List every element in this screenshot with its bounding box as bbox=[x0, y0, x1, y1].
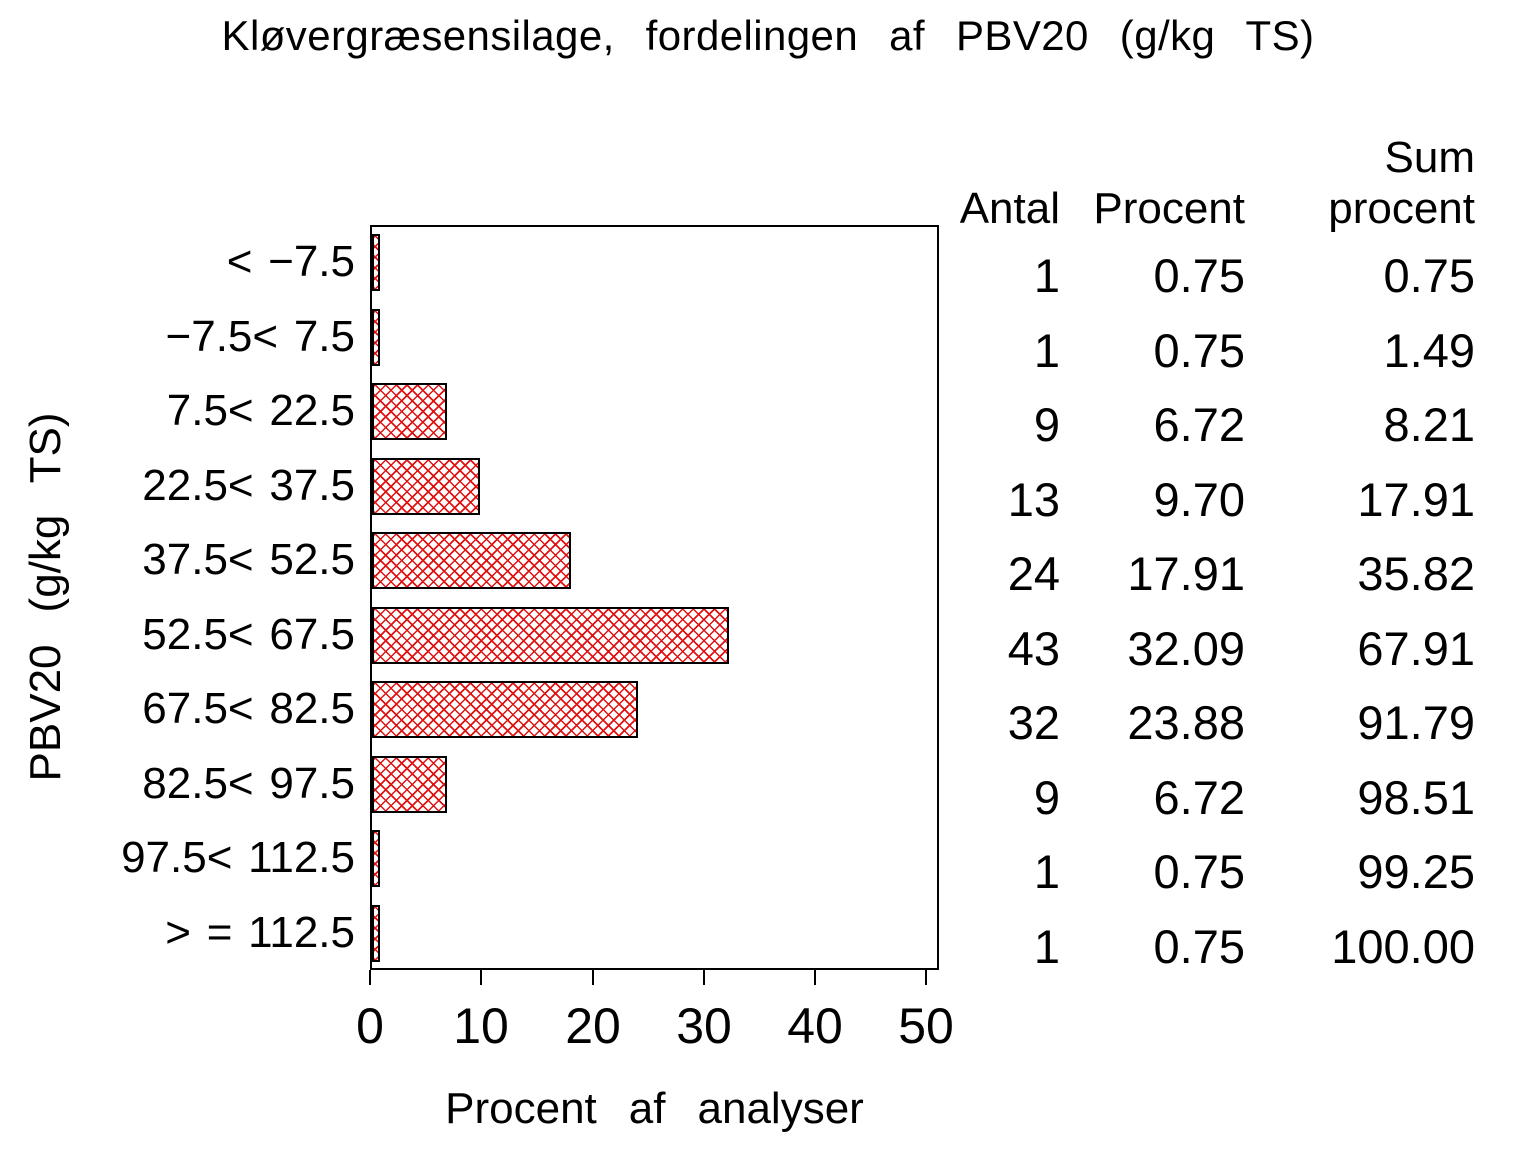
sum-procent-value: 0.75 bbox=[1383, 249, 1475, 302]
bar bbox=[372, 309, 380, 366]
sum-procent-value: 35.82 bbox=[1357, 547, 1475, 600]
plot-area bbox=[370, 225, 939, 970]
bin-label: 22.5< 37.5 bbox=[142, 461, 355, 510]
bin-label: 97.5< 112.5 bbox=[121, 833, 355, 882]
x-tick-mark bbox=[814, 970, 816, 985]
x-tick-label: 40 bbox=[787, 998, 843, 1054]
bin-label: > = 112.5 bbox=[165, 908, 355, 957]
table-header-sum-line2: procent bbox=[1328, 184, 1475, 233]
antal-value: 1 bbox=[1033, 920, 1060, 973]
procent-value: 17.91 bbox=[1127, 547, 1245, 600]
procent-value: 0.75 bbox=[1153, 249, 1245, 302]
antal-value: 32 bbox=[1007, 696, 1060, 749]
x-tick-label: 0 bbox=[356, 998, 384, 1054]
bar bbox=[372, 607, 729, 664]
y-axis-label: PBV20 (g/kg TS) bbox=[21, 412, 70, 782]
bar bbox=[372, 830, 380, 887]
sum-procent-value: 17.91 bbox=[1357, 473, 1475, 526]
sum-procent-value: 100.00 bbox=[1331, 920, 1475, 973]
procent-value: 23.88 bbox=[1127, 696, 1245, 749]
procent-value: 0.75 bbox=[1153, 920, 1245, 973]
sum-procent-value: 8.21 bbox=[1383, 398, 1475, 451]
x-axis-label: Procent af analyser bbox=[445, 1084, 864, 1133]
bin-label: −7.5< 7.5 bbox=[165, 312, 355, 361]
bar bbox=[372, 532, 571, 589]
x-tick-mark bbox=[592, 970, 594, 985]
bar bbox=[372, 681, 638, 738]
x-tick-label: 10 bbox=[453, 998, 509, 1054]
table-header-sum-line1: Sum bbox=[1384, 133, 1475, 182]
procent-value: 0.75 bbox=[1153, 324, 1245, 377]
antal-value: 1 bbox=[1033, 249, 1060, 302]
sum-procent-value: 98.51 bbox=[1357, 771, 1475, 824]
antal-value: 9 bbox=[1033, 398, 1060, 451]
antal-value: 9 bbox=[1033, 771, 1060, 824]
bin-label: 82.5< 97.5 bbox=[142, 759, 355, 808]
x-tick-mark bbox=[703, 970, 705, 985]
x-tick-mark bbox=[925, 970, 927, 985]
x-tick-label: 20 bbox=[565, 998, 621, 1054]
sum-procent-value: 67.91 bbox=[1357, 622, 1475, 675]
antal-value: 43 bbox=[1007, 622, 1060, 675]
bin-label: 7.5< 22.5 bbox=[166, 386, 355, 435]
antal-value: 13 bbox=[1007, 473, 1060, 526]
sum-procent-value: 91.79 bbox=[1357, 696, 1475, 749]
x-tick-label: 50 bbox=[898, 998, 954, 1054]
x-tick-mark bbox=[480, 970, 482, 985]
sum-procent-value: 1.49 bbox=[1383, 324, 1475, 377]
bin-label: < −7.5 bbox=[226, 237, 355, 286]
antal-value: 1 bbox=[1033, 324, 1060, 377]
bin-label: 52.5< 67.5 bbox=[142, 610, 355, 659]
x-tick-mark bbox=[369, 970, 371, 985]
x-tick-label: 30 bbox=[676, 998, 732, 1054]
bar bbox=[372, 905, 380, 962]
antal-value: 24 bbox=[1007, 547, 1060, 600]
bin-label: 37.5< 52.5 bbox=[142, 535, 355, 584]
procent-value: 9.70 bbox=[1153, 473, 1245, 526]
bin-label: 67.5< 82.5 bbox=[142, 684, 355, 733]
procent-value: 0.75 bbox=[1153, 845, 1245, 898]
procent-value: 32.09 bbox=[1127, 622, 1245, 675]
bar bbox=[372, 234, 380, 291]
chart-title: Kløvergræsensilage, fordelingen af PBV20… bbox=[221, 12, 1315, 59]
bar bbox=[372, 756, 447, 813]
table-header-antal: Antal bbox=[959, 184, 1060, 233]
antal-value: 1 bbox=[1033, 845, 1060, 898]
bar bbox=[372, 383, 447, 440]
sum-procent-value: 99.25 bbox=[1357, 845, 1475, 898]
table-header-procent: Procent bbox=[1093, 184, 1245, 233]
table-header-sum-procent: Sum procent bbox=[1275, 132, 1475, 234]
procent-value: 6.72 bbox=[1153, 398, 1245, 451]
bar bbox=[372, 458, 480, 515]
procent-value: 6.72 bbox=[1153, 771, 1245, 824]
